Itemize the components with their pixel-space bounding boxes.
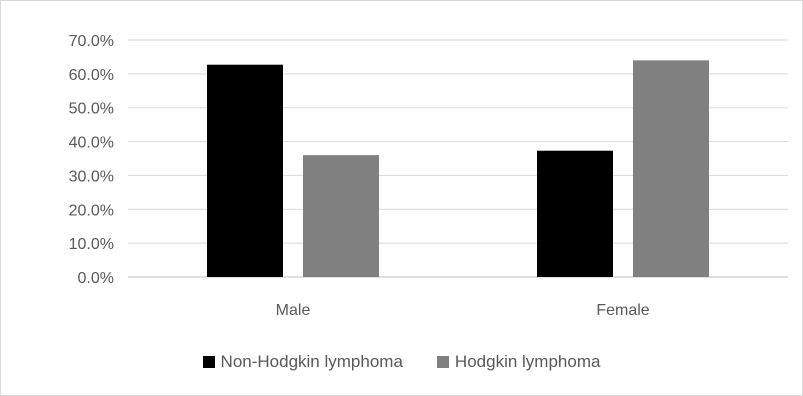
y-tick-label: 70.0% — [69, 33, 114, 50]
legend-item-hodgkin: Hodgkin lymphoma — [436, 350, 601, 374]
x-tick-label-male: Male — [276, 302, 311, 319]
bar-male-series-1 — [303, 155, 379, 277]
y-tick-label: 30.0% — [69, 168, 114, 185]
y-tick-label: 50.0% — [69, 101, 114, 118]
bars — [207, 60, 709, 277]
y-tick-label: 40.0% — [69, 135, 114, 152]
legend: Non-Hodgkin lymphoma Hodgkin lymphoma — [0, 350, 803, 374]
y-tick-label: 60.0% — [69, 67, 114, 84]
bar-female-series-0 — [537, 150, 613, 277]
bar-female-series-1 — [633, 60, 709, 277]
bar-male-series-0 — [207, 64, 283, 277]
legend-swatch-non-hodgkin — [202, 356, 215, 368]
x-axis-ticks: Male Female — [276, 302, 650, 319]
y-tick-label: 10.0% — [69, 236, 114, 253]
legend-swatch-hodgkin — [436, 356, 449, 368]
legend-label-hodgkin: Hodgkin lymphoma — [454, 352, 601, 371]
legend-item-non-hodgkin: Non-Hodgkin lymphoma — [202, 350, 403, 374]
legend-label-non-hodgkin: Non-Hodgkin lymphoma — [220, 352, 403, 371]
y-tick-label: 20.0% — [69, 202, 114, 219]
y-tick-label: 0.0% — [78, 270, 114, 287]
y-axis-ticks: 0.0% 10.0% 20.0% 30.0% 40.0% 50.0% 60.0% 70.0% — [69, 33, 114, 287]
x-tick-label-female: Female — [596, 302, 649, 319]
